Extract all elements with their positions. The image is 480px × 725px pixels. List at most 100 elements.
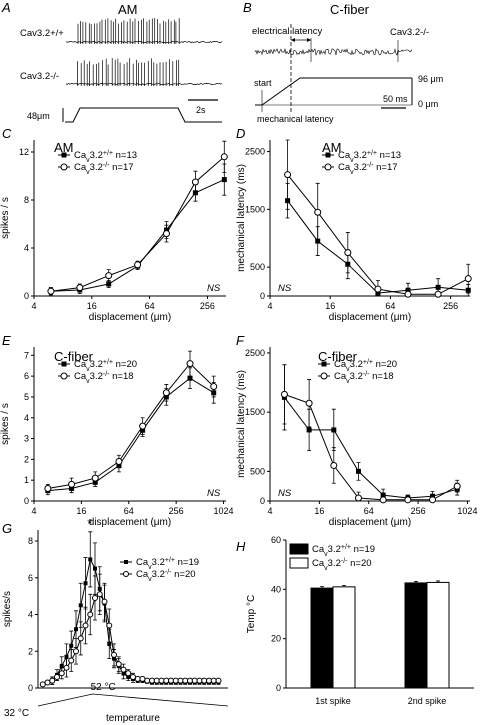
panel-b-bottom-value: 0 μm	[418, 99, 438, 109]
chart-f-ytick-label-2500: 2500	[245, 348, 265, 358]
panel-letter-a: A	[1, 0, 11, 15]
chart-f-xtick-label-1024: 1024	[457, 506, 477, 516]
chart-e-series-wt-point-6	[187, 375, 193, 381]
chart-c-ytick-label-12: 12	[19, 147, 29, 157]
panel-b-title: C-fiber	[330, 2, 370, 17]
chart-f-series-wt-point-3	[355, 468, 361, 474]
chart-g-heat-response: 0 2 4 6 8 temperature spikes/s Cav3.2+/+ n=19Ca…	[2, 516, 229, 724]
chart-f-series-wt-point-2	[331, 427, 337, 433]
chart-e-series-ko-point-3	[115, 457, 123, 465]
chart-e-cfiber-spike-rate: 0 1 2 3 4 5 6 7 4 16 64 256 1024 displacement (μm) spi…	[0, 347, 234, 528]
chart-h-errorbar-2nd-spike-ko	[436, 580, 440, 583]
chart-h-bar-2nd-spike-wt	[404, 582, 428, 689]
chart-c-series-ko-point-2	[105, 272, 113, 280]
chart-d-series-wt-point-5	[435, 284, 441, 290]
chart-e-xlabel: displacement (μm)	[89, 517, 171, 528]
chart-g-series-ko-point-15	[111, 651, 117, 658]
chart-e-xtick-label-256: 256	[169, 506, 184, 516]
panel-b-traces: C-fiber Cav3.2-/- electrical latency sta…	[252, 2, 443, 124]
chart-h-ytick-label-60: 60	[271, 535, 281, 545]
chart-c-series-ko-point-0	[47, 287, 55, 295]
chart-g-series-ko-point-19	[130, 673, 136, 680]
chart-h-ytick-label-40: 40	[271, 584, 281, 594]
chart-c-annotation: NS	[207, 283, 221, 294]
chart-d-xlabel: displacement (μm)	[329, 312, 411, 323]
chart-e-series-wt-legend-label: Cav3.2+/+ n=20	[74, 359, 137, 373]
chart-f-ytick-label-0: 0	[260, 496, 265, 506]
panel-letter-h: H	[236, 539, 246, 554]
chart-d-series-ko-point-3	[374, 285, 382, 293]
chart-g-series-wt-point-5	[64, 654, 69, 659]
chart-c-series-ko-point-4	[163, 230, 171, 238]
panel-a-title: AM	[118, 2, 138, 17]
chart-g-series-ko-point-13	[101, 598, 108, 605]
chart-c-title: AM	[54, 140, 74, 155]
chart-d-series-ko-point-2	[344, 249, 352, 257]
chart-f-series-wt-point-6	[430, 493, 436, 499]
chart-d-series-ko-point-5	[434, 290, 442, 298]
chart-g-series-wt-point-4	[59, 663, 64, 668]
panel-a-traces: AM Cav3.2+/+ Cav3.2-/- 2s 48μm	[20, 2, 223, 123]
chart-e-ytick-label-2: 2	[24, 454, 29, 464]
panel-b-time-scale-label: 50 ms	[383, 94, 408, 104]
chart-h-legend-label-ko: Cav3.2-/- n=20	[312, 558, 372, 572]
chart-c-series-wt-point-2	[106, 281, 112, 287]
chart-g-series-ko-point-18	[125, 670, 132, 677]
chart-d-annotation: NS	[278, 283, 292, 294]
chart-e-series-ko-point-2	[91, 474, 99, 482]
chart-d-am-mechanical-latency: 0 500 1500 2500 4 16 64 256 displacement (μm) mec…	[236, 139, 472, 323]
chart-e-series-ko-point-4	[139, 422, 147, 430]
chart-c-xtick-label-16: 16	[87, 301, 97, 311]
chart-d-ytick-label-2500: 2500	[245, 147, 265, 157]
chart-e-series-ko-point-5	[162, 389, 170, 397]
chart-g-series-wt-point-7	[74, 627, 78, 632]
chart-h-errorbar-1st-spike-wt	[320, 586, 324, 589]
chart-g-series-wt-point-14	[107, 641, 112, 646]
chart-g-start-temp-label: 32 °C	[4, 708, 29, 719]
chart-e-series-ko-point-7	[210, 383, 218, 391]
chart-h-category-label-2nd-spike: 2nd spike	[408, 696, 447, 706]
panel-letter-e: E	[2, 333, 11, 348]
chart-h-bar-1st-spike-wt	[310, 587, 334, 689]
chart-g-series-ko-point-9	[82, 622, 89, 629]
chart-g-series-ko-point-16	[115, 661, 122, 668]
chart-e-series-ko-point-0	[44, 485, 52, 493]
chart-g-series-ko-point-0	[39, 681, 46, 688]
chart-g-series-ko-point-7	[73, 648, 79, 655]
chart-c-series-wt-line	[50, 179, 225, 292]
chart-g-ytick-label-8: 8	[28, 536, 33, 546]
chart-g-series-ko-legend-label: Cav3.2-/- n=20	[136, 569, 196, 583]
chart-f-cfiber-mechanical-latency: 0 500 1500 2500 4 16 64 256 1024 displacement (μm…	[236, 347, 477, 528]
chart-f-series-ko-point-3	[354, 494, 362, 502]
chart-f-series-ko-point-6	[429, 496, 437, 504]
panel-b-top-value: 96 μm	[418, 74, 443, 84]
chart-f-series-ko-point-1	[305, 399, 313, 407]
chart-d-series-wt-legend-label: Cav3.2+/+ n=13	[338, 150, 401, 164]
chart-d-xtick-label-4: 4	[267, 301, 272, 311]
chart-e-ytick-label-3: 3	[24, 434, 29, 444]
chart-e-xtick-label-16: 16	[76, 506, 86, 516]
chart-g-series-ko-legend-marker	[123, 571, 129, 577]
chart-d-series-ko-line	[287, 174, 469, 295]
chart-e-xtick-label-1024: 1024	[214, 506, 234, 516]
panel-letter-f: F	[236, 333, 245, 348]
chart-f-title: C-fiber	[318, 349, 358, 364]
panel-b-stimulus-trace	[255, 77, 412, 106]
chart-f-series-ko-point-2	[330, 461, 338, 469]
chart-g-series-wt-point-6	[69, 643, 74, 648]
chart-g-ylabel: spikes/s	[2, 591, 13, 627]
chart-e-xtick-label-4: 4	[31, 506, 36, 516]
chart-g-series-ko-point-14	[106, 622, 113, 629]
panel-b-start-label: start	[254, 78, 272, 88]
panel-b-ko-label: Cav3.2-/-	[390, 27, 429, 38]
chart-h-bar-1st-spike-ko	[332, 586, 356, 689]
chart-e-ytick-label-6: 6	[24, 371, 29, 381]
chart-d-series-ko-point-0	[284, 171, 292, 179]
panel-b-arrow-right-head	[307, 38, 311, 42]
chart-e-series-wt-legend-marker	[61, 361, 67, 367]
chart-g-series-ko-point-4	[58, 670, 65, 677]
chart-g-peak-temp-label: 52 °C	[91, 682, 116, 693]
chart-c-series-wt-point-6	[221, 177, 227, 183]
panel-a-time-scale-label: 2s	[196, 105, 206, 115]
chart-h-bar-2nd-spike-ko	[426, 581, 450, 689]
